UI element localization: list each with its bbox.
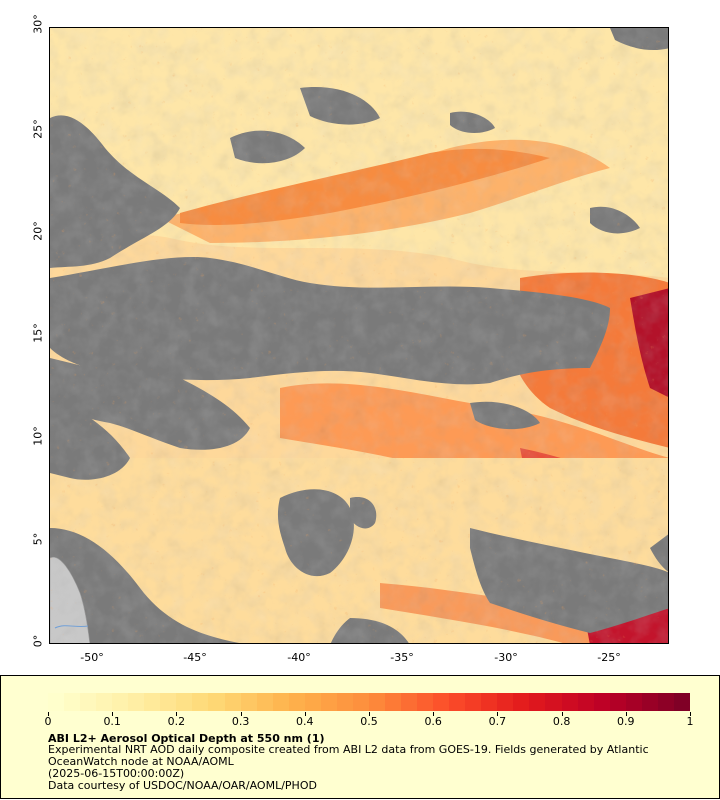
colorbar-tick [176,712,178,716]
colorbar-segment [272,693,289,711]
colorbar-tick-label: 0.8 [552,715,571,728]
legend-panel: ABI L2+ Aerosol Optical Depth at 550 nm … [0,675,720,799]
colorbar-tick [304,712,306,716]
legend-title: ABI L2+ Aerosol Optical Depth at 550 nm … [48,732,325,745]
colorbar-tick-label: 0.7 [488,715,507,728]
colorbar-segment [609,693,626,711]
lat-label-15: 15° [31,323,45,343]
aod-map [49,27,669,644]
legend-date: (2025-06-15T00:00:00Z) [48,767,185,780]
lon-label-40w: -40° [287,651,311,664]
colorbar-segment [465,693,482,711]
colorbar-segment [208,693,225,711]
colorbar-segment [401,693,418,711]
colorbar-segment [529,693,546,711]
legend-description-line2: OceanWatch node at NOAA/AOML [48,755,234,768]
colorbar-segment [176,693,193,711]
colorbar-tick-label: 0.9 [617,715,635,728]
colorbar-segment [497,693,514,711]
colorbar-segment [625,693,642,711]
colorbar-segment [352,693,369,711]
colorbar-tick-label: 0 [44,715,52,728]
lat-label-10: 10° [31,426,45,446]
colorbar-segment [240,693,257,711]
colorbar-segment [449,693,466,711]
colorbar-tick-label: 0.5 [360,715,378,728]
colorbar-tick [690,712,691,716]
lon-label-25w: -25° [597,651,621,664]
colorbar-segment [417,693,434,711]
colorbar-tick [625,712,627,716]
colorbar-segment [192,693,209,711]
colorbar-tick-label: 0.3 [231,715,250,728]
lat-label-20: 20° [31,221,45,241]
colorbar-segment [433,693,450,711]
aod-speckle [50,28,668,643]
colorbar-segment [96,693,113,711]
legend-description: Experimental NRT AOD daily composite cre… [48,743,649,756]
colorbar-segment [304,693,321,711]
colorbar-tick [369,712,370,716]
colorbar-segment [673,693,690,711]
colorbar-tick [497,712,499,716]
colorbar-segment [288,693,305,711]
colorbar-segment [513,693,530,711]
colorbar-tick-label: 0.6 [424,715,442,728]
colorbar-segment [481,693,498,711]
colorbar-segment [48,693,65,711]
colorbar-segment [160,693,177,711]
colorbar-segment [224,693,241,711]
lat-label-25: 25° [31,119,45,139]
colorbar-tick [48,712,49,716]
lat-label-0: 0° [31,634,45,648]
colorbar-tick [561,712,563,716]
colorbar-tick [433,712,435,716]
colorbar-tick [112,712,114,716]
colorbar-segment [336,693,353,711]
colorbar-tick [240,712,242,716]
colorbar-segment [112,693,129,711]
colorbar-segment [144,693,161,711]
colorbar-segment [593,693,610,711]
lat-label-5: 5° [31,532,45,546]
lon-label-35w: -35° [390,651,414,664]
colorbar-tick-label: 0.1 [103,715,121,728]
colorbar-segment [368,693,385,711]
colorbar-segment [80,693,97,711]
lat-label-30: 30° [31,14,45,34]
colorbar [48,693,690,711]
colorbar-tick-label: 0.4 [296,715,314,728]
lon-label-30w: -30° [494,651,518,664]
colorbar-segment [320,693,337,711]
colorbar-segment [256,693,273,711]
legend-credit: Data courtesy of USDOC/NOAA/OAR/AOML/PHO… [48,779,317,792]
colorbar-tick-label: 1 [686,715,694,728]
lon-label-45w: -45° [183,651,207,664]
colorbar-tick-label: 0.2 [167,715,186,728]
colorbar-segment [561,693,578,711]
colorbar-segment [384,693,402,711]
colorbar-segment [641,693,658,711]
colorbar-segment [128,693,145,711]
colorbar-segment [657,693,674,711]
colorbar-segment [577,693,594,711]
colorbar-segment [64,693,81,711]
colorbar-segment [545,693,562,711]
aod-map-field [50,28,668,643]
lon-label-50w: -50° [80,651,104,664]
